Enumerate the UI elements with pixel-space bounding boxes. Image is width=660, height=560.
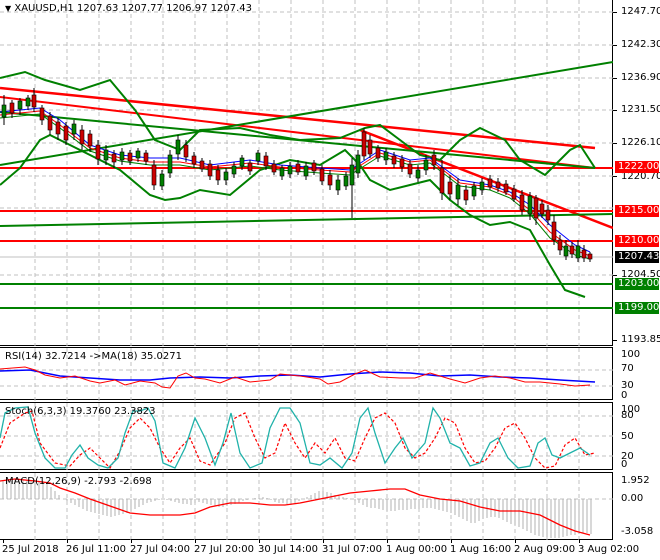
main-chart-canvas	[0, 0, 613, 346]
candles	[1, 88, 593, 262]
macd-histogram	[2, 480, 592, 538]
time-tick	[131, 539, 132, 543]
rsi-tick: 0	[621, 390, 628, 401]
axis-tick	[613, 78, 617, 79]
time-label: 2 Aug 09:00	[514, 544, 576, 555]
price-tick: 1204.50	[621, 269, 660, 280]
macd-tick: 0.00	[621, 493, 644, 504]
level-tag-1203: 1203.00	[615, 278, 659, 290]
rsi-tick: 100	[621, 349, 641, 360]
axis-tick	[613, 176, 617, 177]
macd-tick: -3.058	[621, 526, 654, 537]
time-label: 31 Jul 07:00	[322, 544, 382, 555]
macd-signal-line	[0, 478, 591, 536]
time-tick	[259, 539, 260, 543]
axis-tick	[613, 12, 617, 13]
axis-tick	[613, 110, 617, 111]
time-label: 27 Jul 20:00	[194, 544, 254, 555]
time-tick	[195, 539, 196, 543]
price-tick: 1247.70	[621, 6, 660, 17]
ohlc-high: 1207.77	[121, 3, 163, 14]
axis-tick	[613, 340, 617, 341]
axis-tick	[613, 143, 617, 144]
time-label: 26 Jul 11:00	[66, 544, 126, 555]
time-tick	[387, 539, 388, 543]
price-tick: 1242.30	[621, 39, 660, 50]
macd-tick: 1.952	[621, 475, 650, 486]
level-tag-1199: 1199.00	[615, 302, 659, 314]
axis-tick	[613, 275, 617, 276]
time-tick	[451, 539, 452, 543]
time-label: 25 Jul 2018	[2, 544, 59, 555]
rsi-tick: 70	[621, 363, 634, 374]
time-tick	[3, 539, 4, 543]
ohlc-open: 1207.63	[76, 3, 119, 14]
ohlc-close: 1207.43	[210, 3, 252, 14]
current-price-tag: 1207.43	[615, 251, 659, 263]
time-label: 30 Jul 14:00	[258, 544, 318, 555]
stoch-canvas	[0, 403, 613, 471]
rsi-tick: 30	[621, 380, 634, 391]
stoch-tick: 100	[621, 404, 641, 415]
stoch-tick: 0	[621, 459, 628, 470]
time-tick	[515, 539, 516, 543]
rsi-panel[interactable]: RSI(14) 32.7214 ->MA(18) 35.0271	[0, 347, 613, 401]
price-tick: 1231.50	[621, 104, 660, 115]
symbol-label: XAUUSD,H1	[14, 3, 74, 14]
chart-title: ▼ XAUUSD,H1 1207.63 1207.77 1206.97 1207…	[5, 3, 252, 14]
time-label: 27 Jul 04:00	[130, 544, 190, 555]
price-tick: 1236.90	[621, 72, 660, 83]
price-tick: 1193.85	[621, 334, 660, 345]
stoch-tick: 20	[621, 451, 634, 462]
ohlc-low: 1206.97	[166, 3, 208, 14]
price-tick: 1220.70	[621, 171, 660, 182]
dropdown-triangle-icon[interactable]: ▼	[5, 4, 12, 13]
macd-panel[interactable]: MACD(12,26,9) -2.793 -2.698	[0, 472, 613, 541]
time-tick	[323, 539, 324, 543]
axis-tick	[613, 45, 617, 46]
rsi-canvas	[0, 348, 613, 401]
level-tag-1210: 1210.00	[615, 235, 659, 247]
time-tick	[67, 539, 68, 543]
stoch-tick: 80	[621, 410, 634, 421]
time-label: 1 Aug 00:00	[386, 544, 448, 555]
rsi-title: RSI(14) 32.7214 ->MA(18) 35.0271	[5, 351, 182, 362]
time-tick	[579, 539, 580, 543]
time-label: 3 Aug 02:00	[578, 544, 640, 555]
level-tag-1222: 1222.00	[615, 161, 659, 173]
macd-canvas	[0, 473, 613, 541]
time-label: 1 Aug 16:00	[450, 544, 512, 555]
stoch-title: Stoch(6,3,3) 19.3760 23.3823	[5, 406, 156, 417]
stoch-tick: 50	[621, 431, 634, 442]
price-tick: 1226.10	[621, 137, 660, 148]
stochastic-panel[interactable]: Stoch(6,3,3) 19.3760 23.3823	[0, 402, 613, 471]
level-tag-1215: 1215.00	[615, 205, 659, 217]
main-price-panel[interactable]: ▼ XAUUSD,H1 1207.63 1207.77 1206.97 1207…	[0, 0, 613, 346]
macd-title: MACD(12,26,9) -2.793 -2.698	[5, 476, 152, 487]
